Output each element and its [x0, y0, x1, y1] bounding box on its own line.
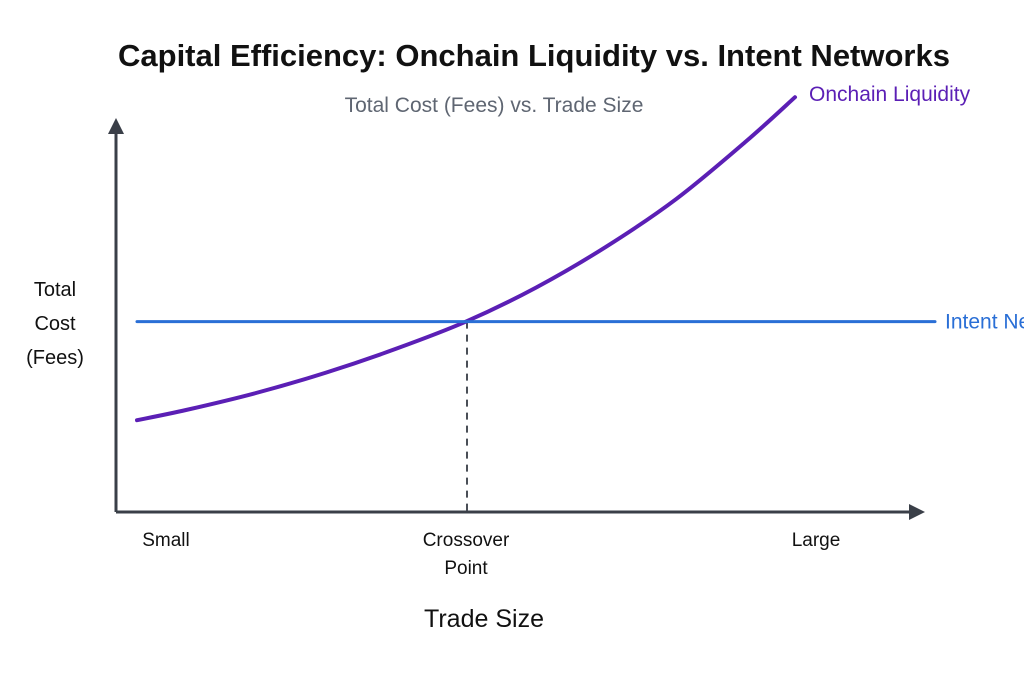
series-line-onchain-liquidity: [135, 95, 797, 423]
series-labels: Onchain Liquidity Intent Network: [809, 83, 1024, 333]
axes: [108, 118, 925, 520]
series-layer: [135, 95, 937, 512]
chart-title: Capital Efficiency: Onchain Liquidity vs…: [118, 38, 950, 73]
x-tick-label: Crossover Point: [423, 530, 510, 579]
series-label-onchain-liquidity: Onchain Liquidity: [809, 83, 971, 106]
y-axis-arrow-icon: [108, 118, 124, 134]
y-axis-label-line-2: Cost: [34, 313, 76, 335]
x-axis-label: Trade Size: [424, 605, 544, 633]
y-axis-label-line-1: Total: [34, 279, 76, 301]
x-tick-label: Small: [142, 530, 190, 551]
series-label-intent-network: Intent Network: [945, 311, 1024, 334]
y-axis-label-line-3: (Fees): [26, 347, 84, 369]
x-tick-label: Large: [792, 530, 841, 551]
chart-subtitle: Total Cost (Fees) vs. Trade Size: [345, 94, 644, 117]
x-ticks: Small Crossover Point Large: [142, 530, 840, 579]
x-axis-arrow-icon: [909, 504, 925, 520]
